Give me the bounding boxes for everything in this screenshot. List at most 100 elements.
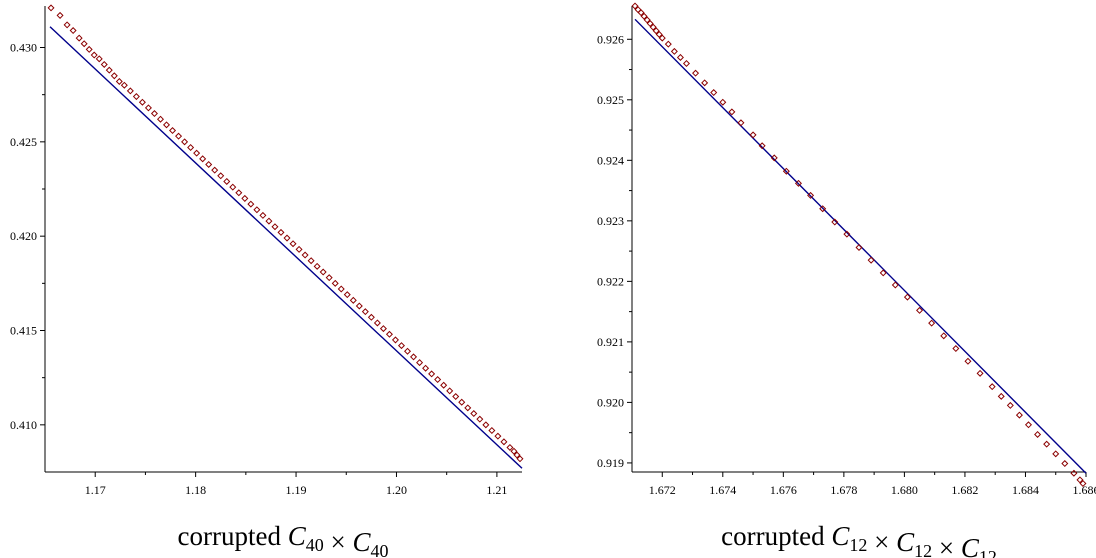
data-point [313, 262, 321, 270]
chart-left: 1.17 1.18 1.19 1.20 1.21 0.410 0.415 0.420 0.425… [10, 4, 524, 558]
y-tick-label: 0.430 [10, 41, 37, 55]
data-point [976, 369, 984, 377]
y-tick-label: 0.420 [10, 229, 37, 243]
data-point [343, 291, 351, 299]
data-point [144, 104, 152, 112]
x-tick-label: 1.682 [951, 483, 978, 497]
data-point [758, 142, 766, 150]
data-point [349, 296, 357, 304]
data-point [640, 12, 648, 20]
data-point [670, 47, 678, 55]
data-point [319, 268, 327, 276]
data-point [253, 206, 261, 214]
data-point [181, 138, 189, 146]
y-tick-label: 0.425 [10, 135, 37, 149]
data-point [655, 30, 663, 38]
data-point [916, 306, 924, 314]
data-point [110, 72, 118, 80]
data-point [1015, 411, 1023, 419]
data-point [701, 79, 709, 87]
data-point [156, 115, 164, 123]
x-tick-label: 1.17 [85, 483, 106, 497]
data-point [664, 40, 672, 48]
data-point [307, 257, 315, 265]
y-tick-label: 0.924 [597, 153, 624, 167]
data-point [649, 23, 657, 31]
data-point [416, 359, 424, 367]
y-tick-label: 0.922 [597, 274, 624, 288]
data-point [782, 167, 790, 175]
data-point [434, 376, 442, 384]
data-point [193, 149, 201, 157]
data-point [676, 53, 684, 61]
data-point [90, 51, 98, 59]
data-point [1052, 450, 1060, 458]
data-point [105, 66, 113, 74]
data-point [964, 357, 972, 365]
data-point [879, 269, 887, 277]
data-point [737, 119, 745, 127]
data-point [95, 55, 103, 63]
data-point [1034, 430, 1042, 438]
data-point [337, 285, 345, 293]
x-tick-label: 1.19 [286, 483, 307, 497]
x-tick-label: 1.21 [486, 483, 507, 497]
data-point [1043, 440, 1051, 448]
data-point [500, 438, 508, 446]
data-point [891, 281, 899, 289]
data-point [843, 230, 851, 238]
data-point [47, 4, 55, 12]
data-point [997, 392, 1005, 400]
data-point [217, 172, 225, 180]
data-point [440, 381, 448, 389]
data-point [719, 98, 727, 106]
data-point [391, 336, 399, 344]
data-point [187, 143, 195, 152]
y-tick-label: 0.926 [597, 32, 624, 46]
data-point [355, 302, 363, 310]
data-point [241, 194, 249, 202]
data-point [770, 154, 778, 162]
data-point [331, 279, 339, 287]
y-tick-label: 0.920 [597, 395, 624, 409]
x-tick-label: 1.686 [1073, 483, 1096, 497]
data-point [410, 353, 418, 361]
data-point [646, 20, 654, 28]
data-point [710, 89, 718, 97]
data-point [379, 325, 387, 333]
data-point [205, 160, 213, 168]
data-point [940, 332, 948, 340]
x-tick-label: 1.678 [830, 483, 857, 497]
chart-caption: corrupted C12 × C12 × C12 [721, 521, 997, 558]
data-point [132, 93, 140, 101]
data-point [855, 243, 863, 251]
data-point [819, 205, 827, 213]
data-point [506, 443, 514, 451]
data-point [452, 393, 460, 401]
data-point [513, 451, 521, 459]
data-point [903, 293, 911, 301]
data-point [63, 21, 71, 29]
data-point [428, 370, 436, 378]
data-point [516, 455, 524, 463]
data-point [494, 432, 502, 440]
x-tick-label: 1.674 [709, 483, 736, 497]
data-point [385, 330, 393, 338]
data-point [150, 110, 158, 118]
data-point [325, 274, 333, 282]
y-tick-label: 0.410 [10, 418, 37, 432]
y-tick-label: 0.925 [597, 93, 624, 107]
data-point [75, 34, 83, 42]
data-point [126, 87, 134, 95]
data-point [211, 166, 219, 174]
data-point [69, 27, 77, 35]
data-point [482, 421, 490, 429]
series-line [49, 26, 523, 469]
data-point [265, 217, 273, 225]
x-tick-label: 1.684 [1012, 483, 1039, 497]
data-point [1061, 460, 1069, 468]
data-point [658, 34, 666, 42]
data-point [988, 383, 996, 391]
data-point [510, 447, 518, 455]
